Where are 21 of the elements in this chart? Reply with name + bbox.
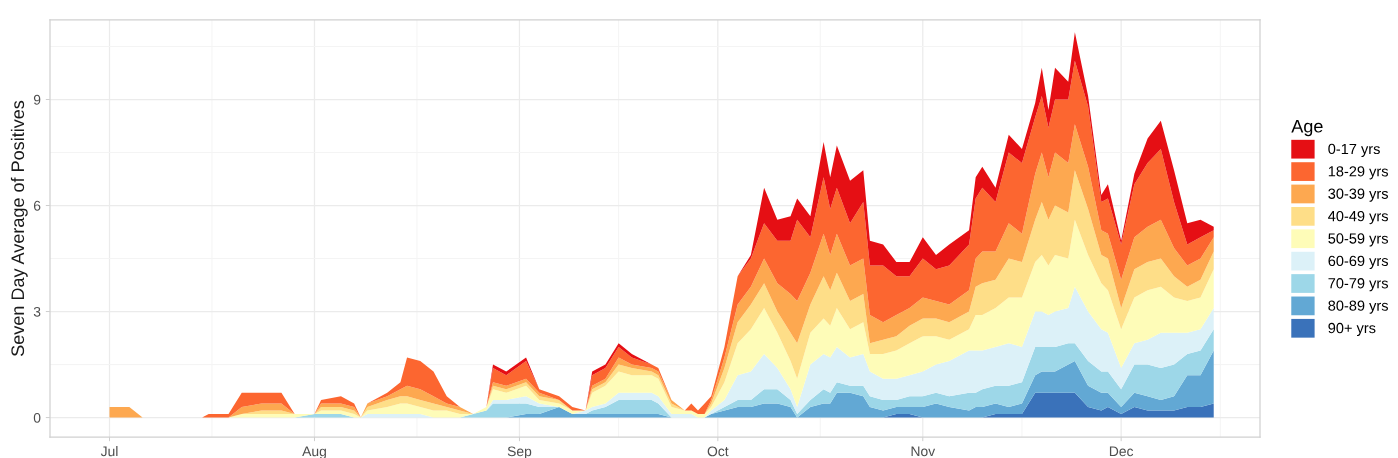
x-tick-label: Jul — [100, 446, 118, 457]
legend-label: 0-17 yrs — [1328, 143, 1380, 157]
x-tick-label: Dec — [1109, 446, 1134, 457]
legend-label: 60-69 yrs — [1328, 255, 1388, 269]
legend-label: 70-79 yrs — [1328, 278, 1388, 292]
y-tick-label: 0 — [33, 412, 41, 423]
y-tick-label: 3 — [33, 306, 41, 317]
y-axis-title: Seven Day Average of Positives — [10, 100, 28, 356]
x-tick-label: Sep — [507, 446, 532, 458]
y-tick-label: 9 — [33, 94, 41, 105]
x-tick-label: Oct — [707, 446, 729, 457]
legend-label: 50-59 yrs — [1328, 233, 1388, 247]
legend-label: 90+ yrs — [1328, 322, 1376, 337]
x-tick-label: Aug — [302, 446, 326, 458]
y-tick-label: 6 — [33, 200, 41, 211]
x-tick-label: Nov — [911, 446, 936, 457]
legend-label: 30-39 yrs — [1328, 188, 1388, 202]
legend-label: 18-29 yrs — [1328, 166, 1388, 180]
legend-label: 40-49 yrs — [1328, 210, 1388, 225]
legend-label: 80-89 yrs — [1328, 300, 1388, 314]
legend-title: Age — [1291, 120, 1323, 137]
